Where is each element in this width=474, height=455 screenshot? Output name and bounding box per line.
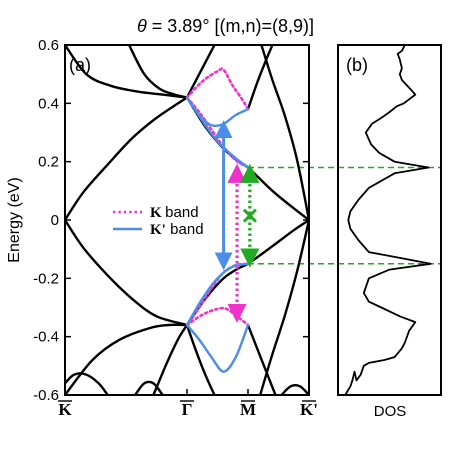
figure-title: θ = 3.89° [(m,n)=(8,9)] [137, 16, 314, 36]
black-band-14 [65, 372, 109, 395]
y-tick-label: 0.4 [38, 95, 59, 112]
kprime-band-curve-23 [185, 323, 250, 373]
legend-k-band-text: band [161, 204, 199, 221]
black-band-13 [259, 218, 309, 395]
x-tick-label: Γ [182, 400, 193, 419]
y-tick-label: 0.2 [38, 154, 59, 171]
black-band-6 [127, 45, 189, 99]
x-tick-label: M [240, 400, 256, 419]
y-tick-label: -0.2 [33, 270, 59, 287]
panel-a: (a) -0.6-0.4-0.200.20.40.6K Γ M K' K band K… [6, 37, 441, 419]
black-band-0 [65, 96, 189, 222]
x-tick-label: K [58, 400, 72, 419]
title-rest: = 3.89° [(m,n)=(8,9)] [147, 16, 314, 36]
black-band-10 [185, 323, 216, 395]
black-band-16 [280, 383, 309, 395]
black-band-9 [65, 323, 189, 395]
black-band-3 [185, 218, 309, 327]
y-tick-label: -0.6 [33, 387, 59, 404]
legend-kprime-band-text: band [166, 221, 204, 238]
kprime-band-curve-24 [185, 262, 250, 327]
black-band-7 [246, 45, 274, 111]
dos-curve [344, 45, 432, 395]
black-band-11 [152, 323, 189, 395]
panel-a-guide-lines [248, 166, 441, 265]
black-band-12 [246, 323, 277, 395]
black-band-2 [185, 96, 309, 222]
legend-k-band-key: K [150, 205, 162, 221]
panel-b-frame [337, 44, 442, 396]
legend-kprime-band-key: K' [150, 222, 166, 238]
title-theta: θ [137, 16, 147, 36]
k-band-curve-20 [185, 262, 250, 327]
x-tick-label: K' [300, 400, 318, 419]
y-axis-label: Energy (eV) [6, 177, 23, 262]
panel-a-legend: K band K' band [113, 204, 204, 238]
panel-a-axis-ticks: -0.6 -0.4 -0.2 0 0.2 0.4 0.6 K Γ M K' [33, 37, 318, 419]
panel-a-frame [64, 44, 310, 396]
y-tick-label: -0.4 [33, 329, 59, 346]
y-tick-label: 0.6 [38, 37, 59, 54]
black-band-1 [65, 218, 189, 327]
black-band-5 [185, 45, 216, 99]
k-band-curve-17 [185, 67, 250, 111]
k-band-curve-18 [185, 96, 250, 169]
x-axis-label-dos: DOS [374, 403, 407, 420]
black-band-15 [133, 380, 164, 395]
panel-b-label: (b) [346, 55, 368, 75]
black-band-8 [260, 45, 309, 222]
panel-b-dos-curve [344, 45, 432, 395]
black-band-4 [65, 45, 189, 99]
panel-a-transition-arrows [214, 120, 260, 324]
panel-b: (b) DOS [337, 44, 442, 420]
forbidden-transition-x-marker [242, 208, 257, 223]
y-tick-label: 0 [51, 212, 59, 229]
